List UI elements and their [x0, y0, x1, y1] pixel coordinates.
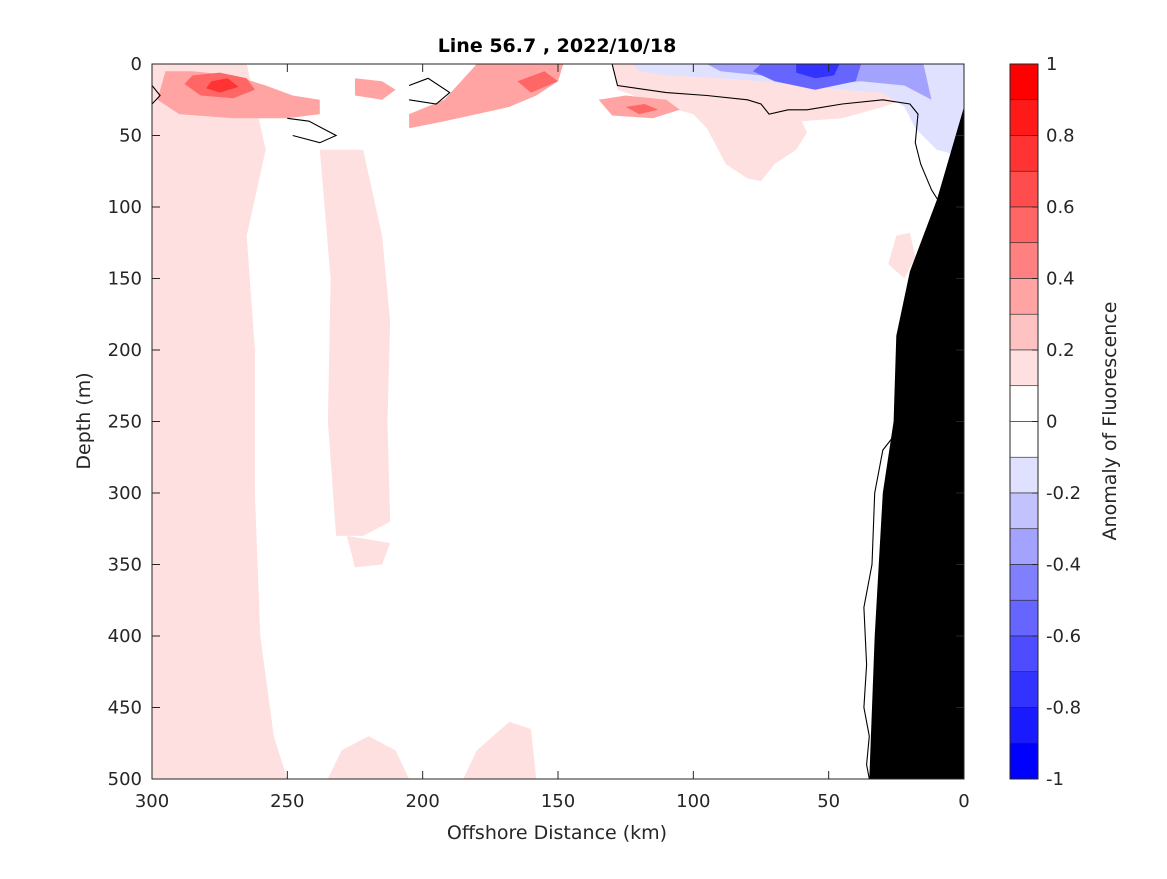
x-tick-label: 300 — [135, 791, 169, 812]
contour-region — [152, 64, 964, 182]
seafloor-mask — [869, 106, 964, 779]
zero-contour-line — [863, 413, 911, 779]
colorbar-tick-label: 0.4 — [1046, 269, 1075, 290]
colorbar-tick-label: -1 — [1046, 769, 1064, 790]
colorbar-segment — [1009, 170, 1039, 208]
zero-contour-line — [408, 77, 451, 105]
colorbar-segment — [1009, 206, 1039, 244]
y-tick-label: 200 — [108, 340, 142, 361]
colorbar-tick-label: -0.2 — [1046, 483, 1081, 504]
colorbar-segment — [1009, 421, 1039, 458]
colorbar-segment — [1009, 707, 1039, 744]
colorbar-tick-label: 0.6 — [1046, 197, 1075, 218]
x-tick-label: 200 — [405, 791, 439, 812]
x-tick-label: 50 — [817, 791, 840, 812]
colorbar-segment — [1009, 385, 1039, 422]
colorbar-tick-label: -0.6 — [1046, 626, 1081, 647]
x-tick-label: 0 — [958, 791, 969, 812]
colorbar-segment — [1009, 242, 1039, 279]
colorbar-segment — [1009, 313, 1039, 351]
contour-region — [633, 64, 964, 157]
zero-contour-line — [287, 117, 338, 144]
y-tick-label: 150 — [108, 269, 142, 290]
colorbar-segment — [1009, 278, 1039, 315]
contour-region — [346, 535, 391, 568]
contour-region — [355, 78, 396, 100]
colorbar-tick-label: 0.8 — [1046, 126, 1075, 147]
colorbar-segment — [1009, 635, 1039, 673]
colorbar-tick-label: 0 — [1046, 412, 1057, 433]
colorbar: 1 0.8 0.6 0.4 0.2 0 -0.2 -0.4 -0.6 -0.8 -1 — [1009, 54, 1081, 790]
y-tick-label: 0 — [131, 54, 142, 75]
colorbar-tick-label: 0.2 — [1046, 340, 1075, 361]
axes: 300 250 200 150 100 50 00501001502002503003504… — [108, 54, 970, 812]
contour-fills — [152, 64, 964, 779]
y-tick-label: 500 — [108, 769, 142, 790]
colorbar-segment — [1009, 564, 1039, 601]
colorbar-segment — [1009, 528, 1039, 565]
y-tick-label: 350 — [108, 555, 142, 576]
y-axis-label: Depth (m) — [73, 372, 95, 469]
colorbar-segment — [1009, 99, 1039, 136]
contour-region — [888, 232, 916, 279]
x-tick-label: 250 — [270, 791, 304, 812]
chart-title: Line 56.7 , 2022/10/18 — [438, 35, 677, 57]
land-mask — [869, 106, 964, 779]
colorbar-segment — [1009, 742, 1039, 780]
x-tick-label: 100 — [676, 791, 710, 812]
colorbar-segment — [1009, 671, 1039, 708]
contour-region — [517, 71, 558, 93]
zero-contour-line — [611, 64, 943, 208]
contour-region — [327, 736, 410, 779]
colorbar-segment — [1009, 456, 1039, 494]
zero-contour-lines — [152, 64, 943, 779]
plot-background — [152, 64, 964, 779]
zero-contour-line — [152, 85, 161, 105]
y-tick-label: 250 — [108, 412, 142, 433]
y-tick-label: 450 — [108, 698, 142, 719]
colorbar-segment — [1009, 135, 1039, 172]
colorbar-segment — [1009, 492, 1039, 530]
colorbar-segment — [1009, 349, 1039, 387]
y-tick-label: 400 — [108, 626, 142, 647]
colorbar-label: Anomaly of Fluorescence — [1099, 302, 1121, 541]
x-axis-label: Offshore Distance (km) — [447, 822, 667, 844]
y-tick-label: 300 — [108, 483, 142, 504]
contour-region — [206, 78, 239, 93]
contour-region — [319, 149, 391, 536]
colorbar-tick-label: 1 — [1046, 54, 1057, 75]
contour-region — [625, 104, 659, 115]
colorbar-segment — [1009, 599, 1039, 637]
colorbar-tick-label: -0.8 — [1046, 698, 1081, 719]
contour-region — [152, 64, 288, 779]
x-tick-label: 150 — [541, 791, 575, 812]
colorbar-segment — [1009, 63, 1039, 101]
contour-region — [463, 721, 537, 779]
colorbar-tick-label: -0.4 — [1046, 555, 1081, 576]
y-tick-label: 50 — [119, 126, 142, 147]
y-tick-label: 100 — [108, 197, 142, 218]
